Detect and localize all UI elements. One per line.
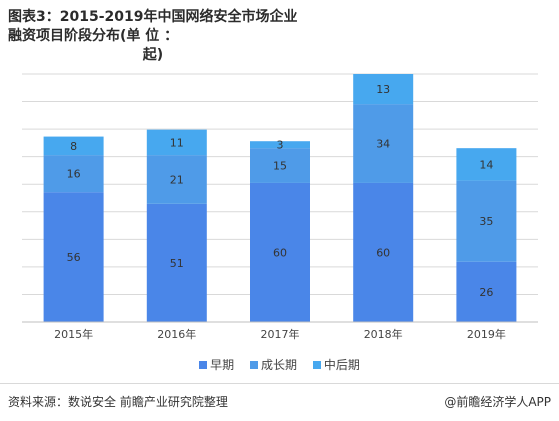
bar-segment-growth — [146, 155, 207, 204]
data-label-growth: 35 — [479, 215, 493, 228]
data-label-mid: 13 — [376, 83, 390, 96]
bar-segment-mid — [456, 148, 517, 181]
chart-legend: 早期 成长期 中后期 — [0, 356, 559, 373]
bar-segment-growth — [456, 180, 517, 262]
bar-segment-early — [250, 182, 310, 322]
data-label-early: 26 — [479, 286, 493, 299]
x-tick-label: 2015年 — [54, 327, 93, 341]
bar-segment-early — [353, 182, 414, 322]
brand-credit: @前瞻经济学人APP — [444, 395, 551, 409]
bar-segment-growth — [353, 104, 414, 183]
data-label-mid: 14 — [479, 158, 493, 171]
x-tick-label: 2017年 — [261, 327, 300, 341]
data-label-early: 60 — [273, 246, 287, 259]
source-note: 资料来源：数说安全 前瞻产业研究院整理 — [8, 395, 228, 409]
legend-item-mid: 中后期 — [312, 356, 360, 373]
data-label-early: 56 — [67, 251, 81, 264]
x-tick-label: 2019年 — [467, 327, 506, 341]
data-label-mid: 8 — [70, 140, 77, 153]
legend-label-early: 早期 — [210, 358, 235, 372]
bar-segment-mid — [146, 129, 207, 156]
bar-segment-early — [456, 261, 517, 322]
data-label-growth: 34 — [376, 138, 390, 151]
bar-segment-early — [146, 203, 207, 322]
bar-segment-early — [43, 192, 104, 322]
chart-title: 图表3：2015-2019年中国网络安全市场企业融资项目阶段分布(单 位 ： 起… — [8, 8, 298, 65]
data-label-growth: 16 — [67, 168, 81, 181]
data-label-growth: 21 — [170, 173, 184, 186]
data-label-early: 51 — [170, 257, 184, 270]
bar-segment-growth — [43, 155, 104, 193]
x-tick-label: 2016年 — [157, 327, 196, 341]
data-label-early: 60 — [376, 246, 390, 259]
legend-label-growth: 成长期 — [260, 358, 297, 372]
legend-item-early: 早期 — [199, 356, 234, 373]
data-label-mid: 11 — [170, 136, 184, 149]
bar-segment-mid — [43, 136, 104, 156]
legend-swatch-early — [199, 361, 208, 369]
chart-title-line2: 起) — [142, 47, 164, 63]
legend-swatch-mid — [312, 361, 321, 369]
x-tick-label: 2018年 — [364, 327, 403, 341]
legend-item-growth: 成长期 — [249, 356, 297, 373]
bar-segment-mid — [250, 141, 310, 149]
data-label-mid: 3 — [277, 139, 284, 152]
chart-title-line1: 图表3：2015-2019年中国网络安全市场企业融资项目阶段分布(单 位 ： — [8, 9, 298, 44]
legend-swatch-growth — [249, 361, 258, 369]
legend-label-mid: 中后期 — [323, 358, 360, 372]
footer-divider — [0, 383, 559, 384]
bar-segment-growth — [250, 148, 310, 183]
data-label-growth: 15 — [273, 160, 287, 173]
bar-segment-mid — [353, 74, 414, 105]
